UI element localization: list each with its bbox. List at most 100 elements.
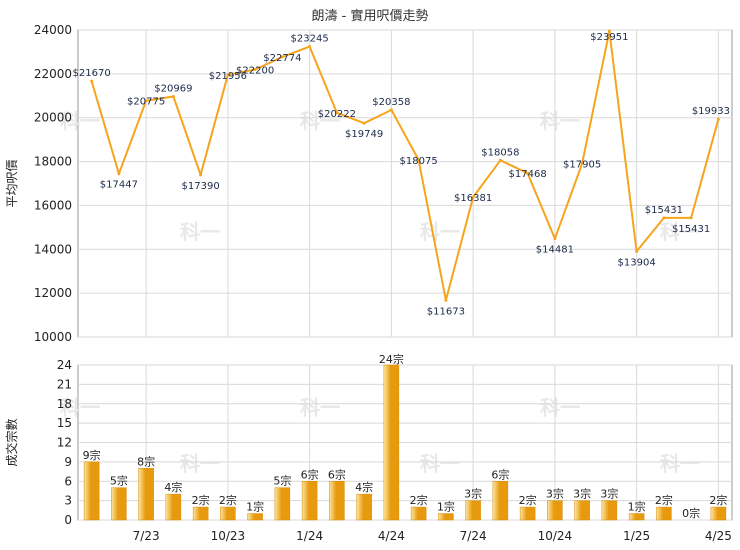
x-tick-label: 4/25 — [705, 529, 732, 543]
volume-y-tick-label: 15 — [57, 416, 72, 430]
volume-y-tick-label: 24 — [57, 358, 72, 372]
volume-bar — [656, 506, 672, 521]
price-data-point — [635, 249, 639, 253]
chart-title: 朗濤 - 實用呎價走勢 — [312, 8, 429, 24]
volume-bar — [356, 493, 372, 521]
price-data-label: $19749 — [345, 129, 383, 140]
volume-watermark: 科一 — [300, 396, 340, 420]
price-y-tick-label: 14000 — [34, 242, 72, 256]
price-plot-frame — [77, 29, 733, 338]
price-data-point — [253, 67, 257, 71]
price-data-label: $19933 — [692, 106, 730, 117]
price-data-label: $11673 — [427, 306, 465, 317]
x-tick-label: 7/24 — [460, 529, 487, 543]
volume-bar — [383, 364, 400, 521]
price-watermark: 科一 — [300, 109, 340, 133]
volume-watermark: 科一 — [180, 451, 220, 475]
x-tick-label: 10/24 — [538, 529, 573, 543]
volume-bar — [165, 493, 182, 521]
price-data-point — [662, 216, 666, 220]
volume-y-tick-label: 18 — [57, 397, 72, 411]
price-data-label: $17468 — [509, 169, 547, 180]
volume-watermark: 科一 — [660, 451, 700, 475]
volume-y-tick-label: 3 — [64, 494, 72, 508]
x-tick-label: 10/23 — [211, 529, 246, 543]
price-data-point — [417, 158, 421, 162]
volume-bar-label: 2宗 — [655, 493, 673, 507]
price-watermark: 科一 — [180, 220, 220, 244]
volume-bar-label: 2宗 — [219, 493, 237, 507]
price-data-point — [335, 111, 339, 115]
volume-bar — [329, 481, 345, 521]
price-y-tick-label: 20000 — [34, 111, 72, 125]
volume-bar-label: 1宗 — [437, 500, 455, 514]
volume-bar — [138, 468, 154, 521]
price-data-point — [580, 162, 584, 166]
price-data-point — [226, 73, 230, 77]
price-data-point — [90, 79, 94, 83]
volume-bar-label: 4宗 — [355, 480, 373, 494]
volume-bar-label: 0宗 — [682, 506, 700, 520]
volume-bar-label: 2宗 — [410, 493, 428, 507]
volume-bar — [220, 506, 236, 521]
price-data-label: $20775 — [127, 97, 165, 108]
volume-bar — [574, 500, 590, 521]
price-data-point — [362, 121, 366, 125]
volume-bar-label: 24宗 — [379, 352, 404, 366]
price-data-label: $17390 — [182, 181, 220, 192]
price-data-label: $23951 — [590, 32, 628, 43]
volume-bar-label: 3宗 — [546, 487, 564, 501]
volume-bar-label: 3宗 — [464, 487, 482, 501]
volume-bar — [83, 461, 100, 521]
price-y-tick-label: 22000 — [34, 67, 72, 81]
price-watermark: 科一 — [60, 109, 100, 133]
volume-watermark: 科一 — [60, 396, 100, 420]
price-data-label: $20969 — [154, 83, 192, 94]
price-data-label: $22200 — [236, 65, 274, 76]
price-data-point — [199, 173, 203, 177]
volume-bar — [519, 506, 536, 521]
volume-bar-label: 2宗 — [519, 493, 537, 507]
price-watermark: 科一 — [540, 109, 580, 133]
volume-bar-label: 5宗 — [110, 474, 128, 488]
volume-bar — [547, 500, 563, 521]
volume-y-axis-label: 成交宗數 — [4, 418, 19, 466]
volume-bar — [710, 506, 727, 521]
volume-watermark: 科一 — [540, 396, 580, 420]
volume-y-tick-label: 21 — [57, 377, 72, 391]
price-y-tick-label: 24000 — [34, 23, 72, 37]
x-tick-label: 1/24 — [296, 529, 323, 543]
price-data-label: $18075 — [400, 156, 438, 167]
price-data-label: $18058 — [481, 147, 519, 158]
volume-bar — [492, 481, 509, 521]
price-data-point — [171, 94, 175, 98]
price-data-label: $14481 — [536, 245, 574, 256]
volume-y-tick-label: 12 — [57, 436, 72, 450]
price-data-label: $23245 — [291, 34, 329, 45]
volume-bar — [192, 506, 209, 521]
volume-bar — [274, 487, 291, 521]
price-data-point — [280, 55, 284, 59]
volume-bar — [301, 481, 318, 521]
volume-bar-label: 8宗 — [137, 454, 155, 468]
volume-bar — [601, 500, 618, 521]
price-y-tick-label: 18000 — [34, 155, 72, 169]
price-line-chart: 科一科一科一科一科一科一1000012000140001600018000200… — [5, 23, 733, 344]
price-data-label: $17905 — [563, 160, 601, 171]
price-y-tick-label: 16000 — [34, 198, 72, 212]
volume-bar-label: 6宗 — [491, 467, 509, 481]
price-data-point — [471, 195, 475, 199]
price-y-axis-label: 平均呎價 — [5, 159, 19, 207]
volume-watermark: 科一 — [420, 451, 460, 475]
price-data-label: $16381 — [454, 193, 492, 204]
price-data-label: $21670 — [73, 68, 111, 79]
volume-bar-label: 2宗 — [192, 493, 210, 507]
volume-y-tick-label: 6 — [64, 474, 72, 488]
x-tick-label: 4/24 — [378, 529, 405, 543]
volume-bar-label: 6宗 — [328, 467, 346, 481]
price-data-point — [117, 172, 121, 176]
price-series-line — [90, 30, 720, 302]
